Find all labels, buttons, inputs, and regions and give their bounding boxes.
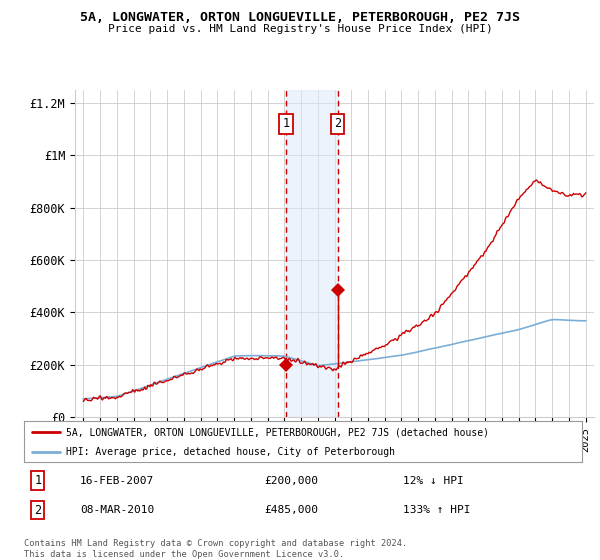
Text: 2: 2	[334, 118, 341, 130]
Text: 2: 2	[34, 503, 41, 516]
Text: Contains HM Land Registry data © Crown copyright and database right 2024.
This d: Contains HM Land Registry data © Crown c…	[24, 539, 407, 559]
Text: 08-MAR-2010: 08-MAR-2010	[80, 505, 154, 515]
Text: HPI: Average price, detached house, City of Peterborough: HPI: Average price, detached house, City…	[66, 447, 395, 457]
Text: 5A, LONGWATER, ORTON LONGUEVILLE, PETERBOROUGH, PE2 7JS (detached house): 5A, LONGWATER, ORTON LONGUEVILLE, PETERB…	[66, 427, 489, 437]
Text: £485,000: £485,000	[264, 505, 318, 515]
Text: £200,000: £200,000	[264, 475, 318, 486]
Text: 16-FEB-2007: 16-FEB-2007	[80, 475, 154, 486]
Text: 1: 1	[283, 118, 290, 130]
Text: 12% ↓ HPI: 12% ↓ HPI	[403, 475, 464, 486]
Text: 133% ↑ HPI: 133% ↑ HPI	[403, 505, 471, 515]
Bar	[286, 90, 338, 417]
Text: 1: 1	[34, 474, 41, 487]
Text: Price paid vs. HM Land Registry's House Price Index (HPI): Price paid vs. HM Land Registry's House …	[107, 24, 493, 34]
Text: 5A, LONGWATER, ORTON LONGUEVILLE, PETERBOROUGH, PE2 7JS: 5A, LONGWATER, ORTON LONGUEVILLE, PETERB…	[80, 11, 520, 24]
